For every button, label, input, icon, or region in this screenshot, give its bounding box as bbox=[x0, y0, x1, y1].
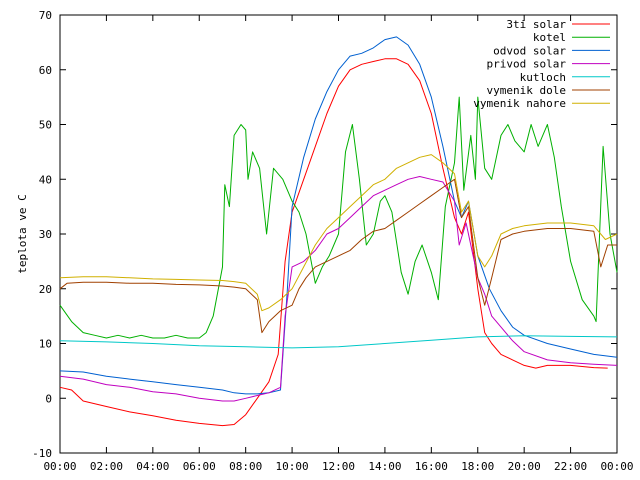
legend-label: privod solar bbox=[487, 58, 567, 71]
y-tick-label: 30 bbox=[39, 228, 52, 241]
axis-ticks: -10 0 10 20 30 40 50 60 70 00:00 02:00 04:00 06:00 08… bbox=[32, 9, 633, 473]
x-tick-label: 14:00 bbox=[368, 460, 401, 473]
series-line-kutloch bbox=[59, 335, 618, 349]
x-tick-label: 06:00 bbox=[183, 460, 216, 473]
legend-label: vymenik nahore bbox=[473, 97, 566, 110]
series-line-vymenik-nahore bbox=[59, 154, 618, 312]
y-tick-label: 50 bbox=[39, 119, 52, 132]
legend-label: vymenik dole bbox=[487, 84, 566, 97]
x-tick-label: 18:00 bbox=[461, 460, 494, 473]
x-tick-label: 12:00 bbox=[322, 460, 355, 473]
y-tick-label: 70 bbox=[39, 9, 52, 22]
y-tick-label: 0 bbox=[45, 392, 52, 405]
series-line-kotel bbox=[59, 96, 618, 339]
y-tick-label: 20 bbox=[39, 283, 52, 296]
x-tick-label: 20:00 bbox=[508, 460, 541, 473]
series-line-3ti-solar bbox=[59, 58, 608, 427]
x-tick-label: 16:00 bbox=[415, 460, 448, 473]
series-line-privod-solar bbox=[59, 176, 618, 402]
x-tick-label: 00:00 bbox=[600, 460, 633, 473]
series-line-vymenik-dole bbox=[59, 178, 617, 334]
x-tick-label: 22:00 bbox=[554, 460, 587, 473]
x-tick-label: 04:00 bbox=[136, 460, 169, 473]
legend-label: 3ti solar bbox=[506, 18, 566, 31]
x-tick-label: 02:00 bbox=[90, 460, 123, 473]
y-tick-label: 10 bbox=[39, 338, 52, 351]
y-tick-label: 40 bbox=[39, 173, 52, 186]
legend-label: kotel bbox=[533, 31, 566, 44]
y-tick-label: -10 bbox=[32, 447, 52, 460]
y-tick-label: 60 bbox=[39, 64, 52, 77]
series-line-odvod-solar bbox=[59, 36, 618, 395]
y-axis-title: teplota ve C bbox=[16, 194, 29, 273]
x-tick-label: 00:00 bbox=[43, 460, 76, 473]
legend-label: kutloch bbox=[520, 71, 566, 84]
x-tick-label: 08:00 bbox=[229, 460, 262, 473]
legend-label: odvod solar bbox=[493, 44, 566, 57]
x-tick-label: 10:00 bbox=[276, 460, 309, 473]
series-lines bbox=[59, 36, 618, 427]
